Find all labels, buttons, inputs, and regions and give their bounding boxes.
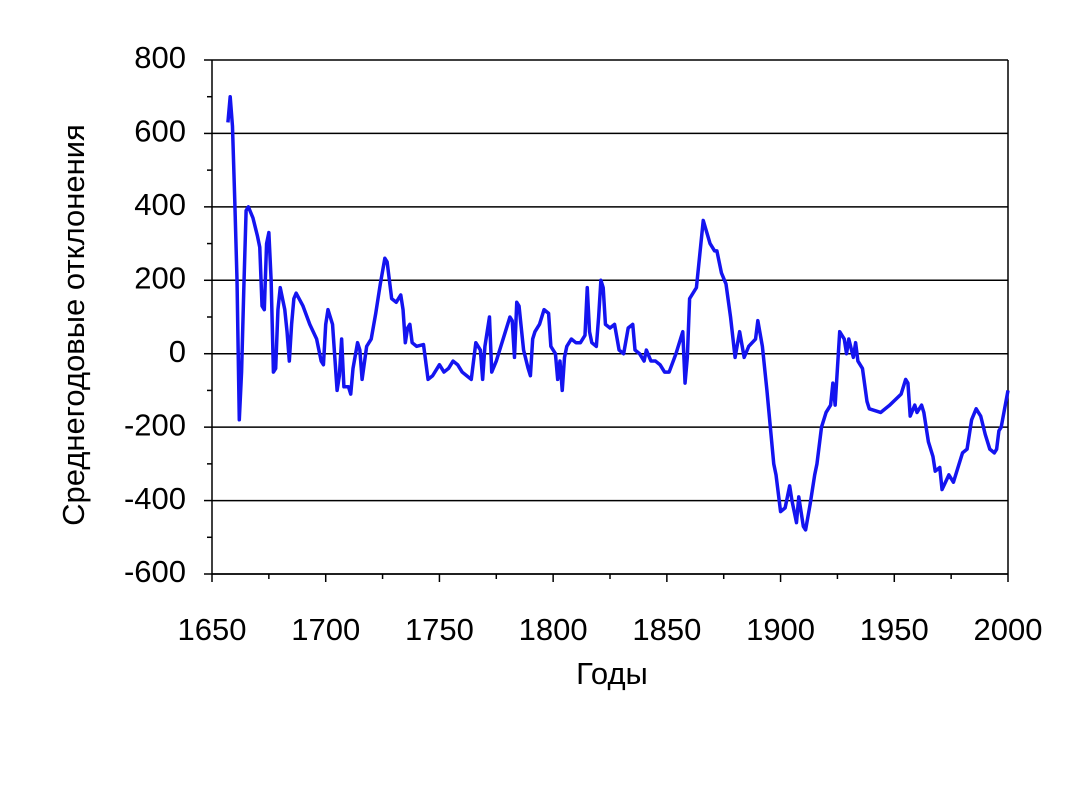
y-tick-label: 400 [134,187,186,222]
y-tick-label: 0 [169,334,186,369]
x-tick-label: 2000 [974,612,1043,647]
x-tick-label: 1750 [405,612,474,647]
x-tick-label: 1950 [860,612,929,647]
y-tick-label: 200 [134,260,186,295]
x-tick-label: 1650 [178,612,247,647]
x-tick-label: 1850 [632,612,701,647]
data-line [226,94,1010,532]
x-tick-label: 1900 [746,612,815,647]
y-tick-label: -200 [124,407,186,442]
x-axis-label: Годы [576,656,648,691]
y-axis-label: Среднегодовые отклонения [56,124,91,526]
y-tick-label: 800 [134,40,186,75]
x-tick-label: 1700 [291,612,360,647]
y-tick-label: 600 [134,114,186,149]
x-tick-label: 1800 [519,612,588,647]
y-tick-label: -600 [124,554,186,589]
y-tick-label: -400 [124,481,186,516]
